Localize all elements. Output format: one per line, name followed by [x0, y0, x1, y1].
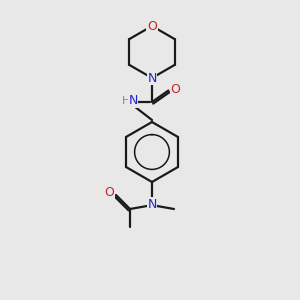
Text: O: O	[170, 83, 180, 96]
Text: O: O	[147, 20, 157, 32]
Text: N: N	[147, 197, 157, 211]
Text: N: N	[128, 94, 138, 107]
Text: O: O	[104, 187, 114, 200]
Text: N: N	[147, 71, 157, 85]
Text: H: H	[122, 96, 130, 106]
